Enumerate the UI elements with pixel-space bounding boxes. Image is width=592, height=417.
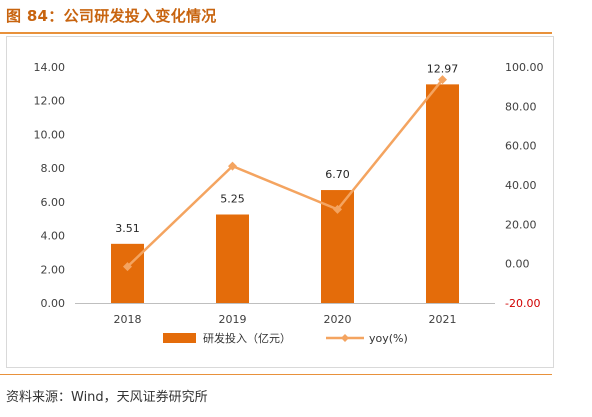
yoy-marker [438, 75, 447, 85]
x-tick-label: 2020 [324, 313, 352, 326]
y-right-tick-label: 80.00 [505, 100, 537, 113]
bar-data-label: 3.51 [115, 222, 140, 235]
yoy-marker [228, 161, 237, 171]
yoy-line [126, 78, 444, 268]
y-left-tick-label: 10.00 [34, 128, 66, 141]
source-note: 资料来源：Wind，天风证券研究所 [6, 390, 208, 405]
legend-line-label: yoy(%) [369, 332, 408, 345]
y-right-tick-label: 0.00 [505, 258, 530, 271]
x-tick-label: 2018 [114, 313, 142, 326]
y-left-tick-label: 4.00 [41, 230, 66, 243]
y-right-tick-label: -20.00 [505, 297, 540, 310]
bar [111, 243, 144, 303]
title-rule [0, 32, 552, 34]
yoy-marker [333, 204, 342, 214]
x-tick-label: 2021 [429, 313, 457, 326]
figure-title: 图 84：公司研发投入变化情况 [6, 7, 217, 25]
source-rule [0, 374, 552, 375]
bar-data-label: 6.70 [325, 168, 350, 181]
y-left-tick-label: 6.00 [41, 196, 66, 209]
legend-bar-swatch [163, 333, 196, 343]
bar-data-label: 12.97 [427, 62, 459, 75]
y-left-tick-label: 12.00 [34, 95, 66, 108]
x-tick-label: 2019 [219, 313, 247, 326]
y-left-tick-label: 14.00 [34, 61, 66, 74]
y-left-tick-label: 2.00 [41, 263, 66, 276]
bar [426, 84, 459, 303]
legend-bar-label: 研发投入（亿元） [203, 331, 291, 345]
y-right-tick-label: 40.00 [505, 179, 537, 192]
y-right-tick-label: 60.00 [505, 140, 537, 153]
combo-chart: 0.00 2.00 4.00 6.00 8.00 10.00 12.00 14.00 -20.0… [34, 61, 544, 345]
y-left-tick-label: 8.00 [41, 162, 66, 175]
legend-line-marker [341, 334, 349, 342]
y-right-tick-label: 20.00 [505, 218, 537, 231]
y-right-tick-label: 100.00 [505, 61, 544, 74]
chart-panel: 0.00 2.00 4.00 6.00 8.00 10.00 12.00 14.00 -20.0… [6, 36, 554, 368]
y-left-tick-label: 0.00 [41, 297, 66, 310]
yoy-marker [123, 262, 132, 272]
bar-data-label: 5.25 [220, 193, 245, 206]
bar [216, 214, 249, 303]
